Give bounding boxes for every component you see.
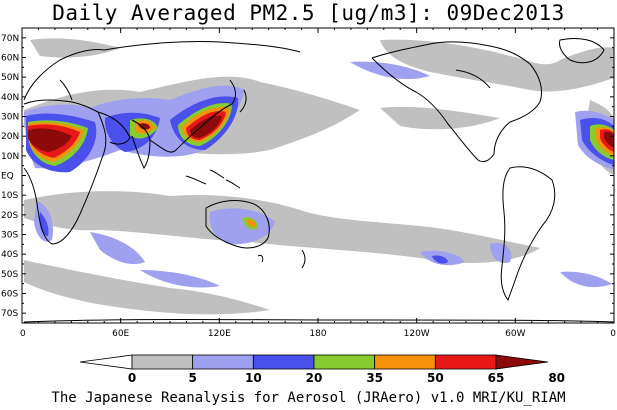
lat-tick-label: 20S xyxy=(1,211,18,221)
colorbar-bin xyxy=(131,354,194,370)
colorbar-label: 80 xyxy=(548,371,565,385)
colorbar-bin xyxy=(192,354,254,370)
lat-tick-label: 40N xyxy=(1,93,19,103)
lat-tick-label: EQ xyxy=(1,172,14,182)
lat-tick-label: 60S xyxy=(1,290,18,300)
colorbar-bin xyxy=(79,354,133,370)
lon-tick-label: 60W xyxy=(505,329,525,339)
colorbar-label: 35 xyxy=(366,371,383,385)
lon-tick-label: 0 xyxy=(610,329,616,339)
colorbar-bin xyxy=(252,354,315,370)
lon-tick-label: 60E xyxy=(112,329,129,339)
map-title: Daily Averaged PM2.5 [ug/m3]: 09Dec2013 xyxy=(52,1,565,25)
lon-tick-label: 180 xyxy=(309,329,326,339)
lat-tick-label: 50N xyxy=(1,73,19,83)
colorbar-label: 0 xyxy=(128,371,136,385)
colorbar-label: 10 xyxy=(245,371,262,385)
lat-tick-label: 30S xyxy=(1,231,18,241)
lat-tick-label: 10N xyxy=(1,152,19,162)
coastlines xyxy=(23,37,614,323)
pm25-colorbar: 0 5 10 20 35 50 65 80 xyxy=(79,354,565,385)
colorbar-label: 20 xyxy=(306,371,323,385)
lat-tick-label: 70N xyxy=(1,34,19,44)
colorbar-bin xyxy=(495,354,549,370)
lat-tick-label: 30N xyxy=(1,113,19,123)
colorbar-bin xyxy=(374,354,436,370)
lon-tick-label: 120W xyxy=(404,329,430,339)
lat-tick-label: 10S xyxy=(1,191,18,201)
lon-tick-label: 120E xyxy=(208,329,231,339)
colorbar-label: 5 xyxy=(188,371,196,385)
colorbar-label: 65 xyxy=(488,371,505,385)
lat-tick-label: 60N xyxy=(1,54,19,64)
colorbar-bin xyxy=(313,354,376,370)
lat-tick-label: 70S xyxy=(1,309,18,319)
lat-tick-label: 50S xyxy=(1,270,18,280)
colorbar-label: 50 xyxy=(427,371,444,385)
map-axes: 70N 60N 50N 40N 30N 20N 10N EQ 10S 20S 30S 40S 50S 60… xyxy=(1,27,616,339)
lat-tick-label: 40S xyxy=(1,250,18,260)
lon-tick-label: 0 xyxy=(20,329,26,339)
lat-tick-label: 20N xyxy=(1,132,19,142)
credit-line: The Japanese Reanalysis for Aerosol (JRA… xyxy=(51,390,566,406)
pm25-concentration-field xyxy=(24,38,614,315)
colorbar-bin xyxy=(434,354,497,370)
